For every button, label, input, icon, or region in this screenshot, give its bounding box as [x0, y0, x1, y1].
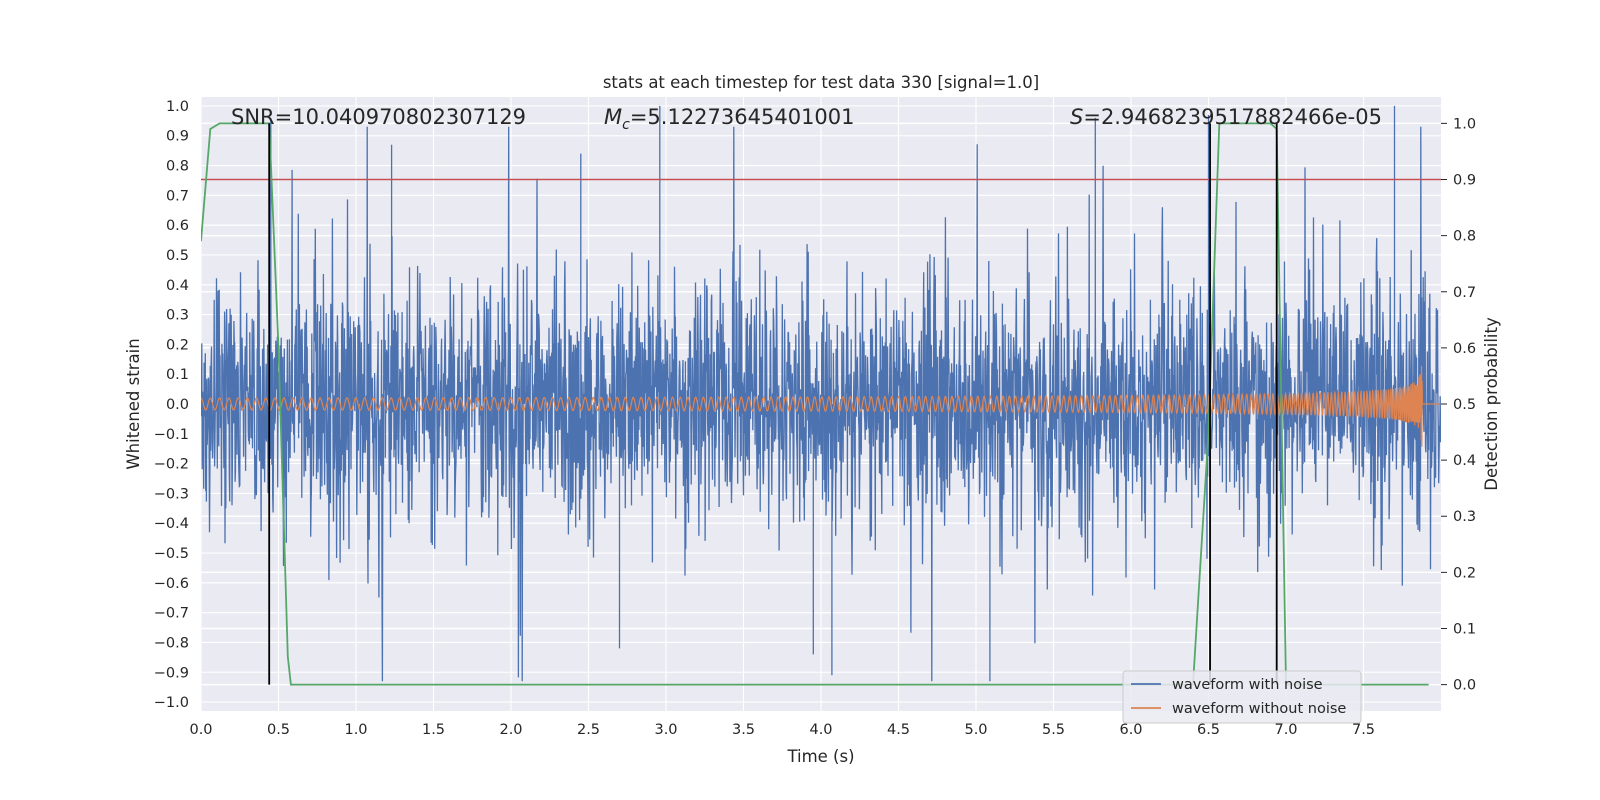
y-right-tick-label: 0.3 — [1453, 509, 1476, 525]
y-tick-label: −0.7 — [154, 606, 189, 622]
y-tick-label: 1.0 — [166, 99, 189, 115]
left-y-ticks: 1.0 0.9 0.8 0.7 0.6 0.5 0.4 0.3 0.2 0.1 0.0 −0.1 −0.… — [154, 99, 189, 711]
x-tick-label: 2.0 — [499, 722, 522, 738]
y-right-tick-label: 0.6 — [1453, 341, 1476, 357]
y-right-tick-label: 0.5 — [1453, 397, 1476, 413]
y-axis-label: Whitened strain — [124, 338, 143, 469]
x-tick-label: 4.0 — [809, 722, 832, 738]
x-tick-label: 1.5 — [422, 722, 445, 738]
mc-symbol: M — [604, 105, 622, 129]
x-tick-label: 5.5 — [1042, 722, 1065, 738]
right-y-ticks: 1.0 0.9 0.8 0.7 0.6 0.5 0.4 0.3 0.2 0.1 0.0 — [1441, 116, 1476, 694]
y-right-tick-label: 0.4 — [1453, 453, 1476, 469]
x-tick-label: 7.5 — [1352, 722, 1375, 738]
y-tick-label: −0.2 — [154, 457, 189, 473]
mc-value: =5.12273645401001 — [630, 105, 855, 129]
vertical-markers — [268, 123, 1278, 685]
y-axis-label-right: Detection probability — [1482, 317, 1501, 491]
legend: waveform with noise waveform without noi… — [1122, 670, 1362, 724]
legend-label-clean: waveform without noise — [1172, 701, 1346, 717]
y-tick-label: 0.6 — [166, 218, 189, 234]
x-tick-label: 5.0 — [964, 722, 987, 738]
y-tick-label: −0.4 — [154, 516, 189, 532]
x-axis-label: Time (s) — [786, 747, 854, 766]
y-tick-label: −0.8 — [154, 635, 189, 651]
y-tick-label: 0.0 — [166, 397, 189, 413]
x-tick-label: 2.5 — [577, 722, 600, 738]
x-tick-label: 7.0 — [1274, 722, 1297, 738]
y-right-tick-label: 0.8 — [1453, 229, 1476, 245]
series-detection-probability — [201, 122, 1429, 686]
y-tick-label: −0.1 — [154, 427, 189, 443]
x-tick-label: 6.0 — [1119, 722, 1142, 738]
s-symbol: S — [1070, 105, 1083, 129]
y-tick-label: 0.9 — [166, 129, 189, 145]
y-right-tick-label: 0.1 — [1453, 621, 1476, 637]
x-tick-label: 1.0 — [344, 722, 367, 738]
snr-annotation: SNR=10.040970802307129 — [231, 105, 526, 129]
x-tick-label: 6.5 — [1197, 722, 1220, 738]
y-tick-label: −1.0 — [154, 695, 189, 711]
mc-subscript: c — [622, 117, 630, 133]
y-tick-label: −0.3 — [154, 486, 189, 502]
y-tick-label: 0.8 — [166, 159, 189, 175]
chart-title: stats at each timestep for test data 330… — [603, 73, 1039, 92]
y-tick-label: 0.2 — [166, 337, 189, 353]
y-right-tick-label: 0.9 — [1453, 173, 1476, 189]
series-layer — [201, 105, 1441, 686]
y-right-tick-label: 0.0 — [1453, 678, 1476, 694]
x-tick-label: 0.5 — [267, 722, 290, 738]
series-waveform-with-noise — [201, 105, 1441, 682]
y-tick-label: 0.3 — [166, 308, 189, 324]
y-tick-label: 0.4 — [166, 278, 189, 294]
chirp-mass-annotation: Mc=5.12273645401001 — [604, 105, 855, 133]
legend-label-noise: waveform with noise — [1172, 677, 1323, 693]
series-waveform-without-noise — [201, 365, 1440, 447]
y-right-tick-label: 0.7 — [1453, 285, 1476, 301]
y-tick-label: 0.7 — [166, 188, 189, 204]
x-tick-label: 3.0 — [654, 722, 677, 738]
y-tick-label: −0.6 — [154, 576, 189, 592]
x-tick-label: 0.0 — [189, 722, 212, 738]
y-tick-label: −0.9 — [154, 665, 189, 681]
x-tick-label: 4.5 — [887, 722, 910, 738]
s-value: =2.9468239517882466e-05 — [1083, 105, 1382, 129]
s-annotation: S=2.9468239517882466e-05 — [1070, 105, 1382, 129]
legend-box — [1122, 670, 1362, 724]
y-right-tick-label: 1.0 — [1453, 116, 1476, 132]
x-ticks: 0.0 0.5 1.0 1.5 2.0 2.5 3.0 3.5 4.0 4.5 5.0 5.5 6.0 6… — [189, 722, 1375, 738]
y-tick-label: 0.1 — [166, 367, 189, 383]
y-right-tick-label: 0.2 — [1453, 565, 1476, 581]
x-tick-label: 3.5 — [732, 722, 755, 738]
y-tick-label: 0.5 — [166, 248, 189, 264]
y-tick-label: −0.5 — [154, 546, 189, 562]
